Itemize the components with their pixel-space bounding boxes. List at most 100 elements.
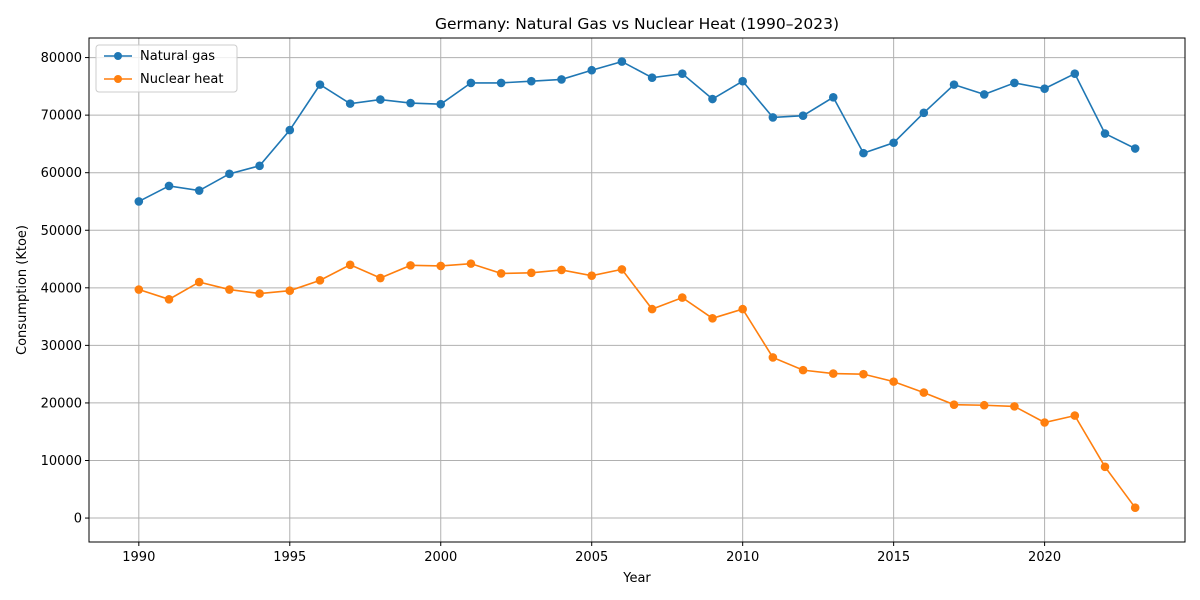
data-point-natural-gas bbox=[345, 99, 355, 108]
data-point-natural-gas bbox=[1040, 84, 1049, 93]
data-point-natural-gas bbox=[979, 90, 989, 99]
x-tick-label: 2010 bbox=[726, 550, 759, 565]
ticks: 1990 1995 2000 2005 2010 2015 2020 0 10000 20000 3… bbox=[41, 51, 1062, 565]
data-point-nuclear-heat bbox=[828, 369, 838, 378]
data-point-nuclear-heat bbox=[859, 369, 868, 379]
data-point-natural-gas bbox=[919, 108, 929, 118]
data-point-natural-gas bbox=[134, 197, 144, 206]
y-tick-label: 70000 bbox=[41, 109, 82, 124]
x-tick-label: 2005 bbox=[575, 550, 608, 565]
data-point-natural-gas bbox=[255, 161, 264, 171]
data-point-natural-gas bbox=[436, 99, 446, 109]
data-point-nuclear-heat bbox=[1040, 418, 1049, 427]
data-point-natural-gas bbox=[889, 138, 898, 148]
x-tick-label: 2015 bbox=[877, 550, 910, 565]
legend-label-natural-gas: Natural gas bbox=[140, 49, 215, 64]
data-point-natural-gas bbox=[527, 76, 536, 86]
data-point-natural-gas bbox=[708, 94, 717, 104]
data-point-nuclear-heat bbox=[949, 400, 959, 409]
y-tick-label: 20000 bbox=[41, 396, 82, 411]
data-point-nuclear-heat bbox=[617, 265, 627, 274]
data-point-natural-gas bbox=[1070, 69, 1080, 78]
data-point-natural-gas bbox=[315, 80, 325, 89]
y-tick-label: 40000 bbox=[41, 281, 82, 296]
data-point-natural-gas bbox=[647, 73, 657, 83]
data-point-natural-gas bbox=[1010, 78, 1019, 88]
data-point-nuclear-heat bbox=[889, 377, 898, 386]
data-point-nuclear-heat bbox=[677, 293, 687, 302]
data-point-nuclear-heat bbox=[1070, 411, 1080, 420]
data-point-natural-gas bbox=[798, 111, 808, 121]
x-tick-label: 2000 bbox=[424, 550, 457, 565]
data-point-natural-gas bbox=[194, 186, 204, 195]
data-point-natural-gas bbox=[617, 57, 627, 66]
data-point-natural-gas bbox=[768, 113, 778, 122]
data-point-natural-gas bbox=[738, 76, 747, 86]
data-point-natural-gas bbox=[587, 65, 597, 75]
data-point-natural-gas bbox=[496, 78, 506, 88]
data-point-natural-gas bbox=[1130, 144, 1140, 153]
data-point-nuclear-heat bbox=[406, 261, 415, 270]
data-point-nuclear-heat bbox=[1130, 503, 1140, 512]
y-tick-label: 0 bbox=[74, 512, 82, 527]
data-point-nuclear-heat bbox=[798, 365, 808, 375]
series-line-nuclear-heat bbox=[138, 262, 1136, 509]
data-point-natural-gas bbox=[285, 125, 295, 135]
data-point-nuclear-heat bbox=[466, 259, 476, 268]
data-point-nuclear-heat bbox=[164, 295, 174, 304]
data-point-nuclear-heat bbox=[496, 269, 506, 278]
data-point-nuclear-heat bbox=[557, 265, 566, 275]
data-point-nuclear-heat bbox=[768, 353, 778, 362]
data-point-nuclear-heat bbox=[194, 277, 204, 287]
data-point-nuclear-heat bbox=[436, 261, 446, 271]
data-point-natural-gas bbox=[225, 169, 234, 179]
grid bbox=[89, 38, 1185, 542]
series-nuclear-heat bbox=[134, 259, 1140, 512]
data-point-nuclear-heat bbox=[134, 285, 144, 294]
y-tick-label: 80000 bbox=[41, 51, 82, 66]
data-point-natural-gas bbox=[557, 75, 566, 84]
legend-marker-nuclear-heat bbox=[114, 75, 122, 83]
legend-label-nuclear-heat: Nuclear heat bbox=[140, 72, 223, 87]
data-point-natural-gas bbox=[949, 80, 959, 89]
data-point-nuclear-heat bbox=[738, 304, 747, 314]
data-point-nuclear-heat bbox=[587, 271, 597, 281]
data-point-nuclear-heat bbox=[225, 285, 234, 294]
data-point-natural-gas bbox=[376, 95, 385, 104]
data-point-nuclear-heat bbox=[376, 273, 385, 283]
y-tick-label: 50000 bbox=[41, 224, 82, 239]
data-point-natural-gas bbox=[406, 98, 415, 108]
data-point-nuclear-heat bbox=[285, 286, 295, 295]
series-layer bbox=[134, 57, 1140, 512]
y-axis-label: Consumption (Ktoe) bbox=[15, 225, 30, 355]
series-line-natural-gas bbox=[138, 60, 1136, 203]
data-point-nuclear-heat bbox=[708, 314, 717, 323]
x-tick-label: 1990 bbox=[122, 550, 155, 565]
series-natural-gas bbox=[134, 57, 1140, 206]
y-tick-label: 60000 bbox=[41, 166, 82, 181]
data-point-natural-gas bbox=[677, 69, 687, 78]
data-point-nuclear-heat bbox=[527, 268, 536, 278]
data-point-nuclear-heat bbox=[315, 276, 325, 285]
y-tick-label: 30000 bbox=[41, 339, 82, 354]
data-point-nuclear-heat bbox=[1010, 402, 1019, 411]
data-point-natural-gas bbox=[828, 92, 838, 102]
chart-title: Germany: Natural Gas vs Nuclear Heat (19… bbox=[435, 15, 839, 33]
data-point-natural-gas bbox=[859, 148, 868, 158]
plot-frame bbox=[88, 37, 1186, 543]
data-point-nuclear-heat bbox=[345, 260, 355, 270]
data-point-natural-gas bbox=[466, 78, 476, 88]
data-point-nuclear-heat bbox=[647, 304, 657, 314]
data-point-nuclear-heat bbox=[919, 388, 929, 397]
data-point-nuclear-heat bbox=[1100, 462, 1110, 472]
legend-marker-natural-gas bbox=[114, 52, 122, 60]
data-point-nuclear-heat bbox=[255, 289, 264, 298]
x-axis-label: Year bbox=[622, 571, 651, 586]
x-tick-label: 1995 bbox=[273, 550, 306, 565]
legend: Natural gas Nuclear heat bbox=[95, 44, 238, 93]
data-point-natural-gas bbox=[1100, 129, 1110, 138]
data-point-natural-gas bbox=[164, 181, 174, 191]
data-point-nuclear-heat bbox=[979, 400, 989, 410]
x-tick-label: 2020 bbox=[1028, 550, 1061, 565]
